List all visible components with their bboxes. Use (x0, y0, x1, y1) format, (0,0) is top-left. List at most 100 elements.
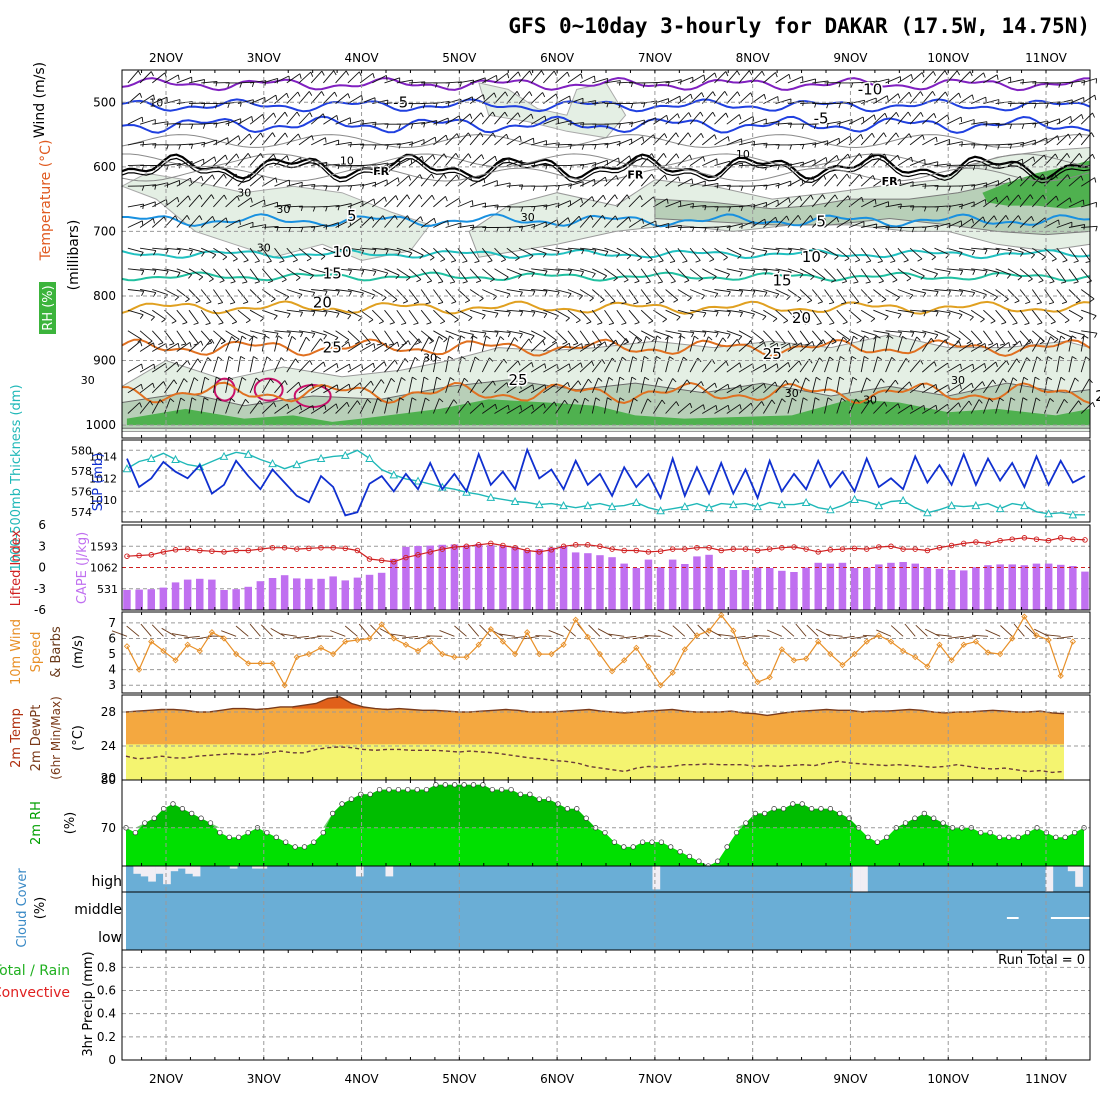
wind-barb-flag (161, 318, 166, 323)
wind-barb-flag (275, 177, 278, 183)
wind-barb-flag (468, 153, 472, 159)
wind-barb-flag (1092, 315, 1097, 320)
li-point (475, 542, 482, 548)
wind-barb-flag (661, 399, 666, 405)
chart-title: GFS 0~10day 3-hourly for DAKAR (17.5W, 1… (508, 14, 1090, 38)
cape-bar (511, 546, 519, 610)
wind-barb-flag (284, 380, 288, 386)
wind-barb-flag (716, 206, 719, 212)
wind-barb-flag (320, 338, 324, 343)
wind-barb (616, 138, 632, 146)
wind-barb-flag (504, 276, 509, 281)
wind-barb (310, 70, 323, 84)
cape-bar (632, 568, 641, 610)
wind-barb-flag (777, 96, 779, 102)
cape-bar (693, 556, 701, 610)
wind-barb (983, 268, 1000, 273)
wind-barb (616, 194, 628, 208)
wind-barb (176, 160, 193, 167)
wind-barb (885, 268, 898, 281)
wind-barb-flag (474, 356, 480, 361)
wind-barb-flag (689, 314, 694, 319)
wind-barb (274, 357, 282, 373)
wind-barb (445, 98, 462, 105)
wind-barb (420, 247, 435, 258)
wind-barb (641, 117, 656, 125)
wind-barb (775, 362, 789, 373)
wind-barb (152, 268, 169, 272)
wind-barb-flag (822, 215, 827, 221)
wind-barb (860, 247, 872, 262)
wind-barb (958, 71, 971, 84)
wind-barb-flag (580, 271, 584, 277)
wind-barb-flag (839, 376, 845, 380)
wind-barb-flag (828, 302, 835, 305)
wind10-speed-point (536, 650, 543, 658)
wind-barb (702, 268, 717, 277)
wind-barb-flag (829, 322, 835, 325)
wind-barb (714, 225, 731, 228)
wind-barb (579, 75, 595, 84)
rh2m-point (292, 844, 298, 850)
wind-barb (213, 268, 225, 281)
top-date-label: 6NOV (540, 51, 575, 65)
wind-barb-flag (759, 340, 765, 344)
wind-barb-flag (801, 123, 805, 129)
cape-axis-label: CAPE (J/kg) (75, 532, 90, 604)
wind-barb-flag (1049, 398, 1054, 402)
wind-barb-flag (373, 271, 377, 276)
wind-barb-flag (266, 356, 272, 361)
wind-barb (249, 335, 254, 352)
wind-barb (640, 268, 651, 283)
wind-barb (482, 204, 499, 208)
wind-barb-flag (700, 133, 704, 138)
wind-barb (983, 99, 1000, 105)
wind-barb (262, 225, 279, 228)
wind-barb (506, 337, 515, 352)
wind-barb (750, 330, 765, 342)
cape-bar (668, 559, 677, 610)
wind-barb-flag (860, 134, 864, 140)
wind-barb (677, 76, 693, 84)
wind10-speed-point (208, 629, 216, 636)
wind-barb-flag (1012, 322, 1018, 325)
wind-barb (726, 384, 741, 394)
wind-barb-flag (370, 380, 374, 386)
wind-barb-flag (594, 75, 596, 82)
wind-barb-flag (187, 360, 191, 366)
wind-barb-flag (1008, 250, 1012, 256)
wind-barb (726, 268, 743, 273)
wind-barb (298, 247, 312, 259)
wind-barb (995, 247, 1012, 252)
wind-barb (188, 215, 200, 228)
wind-barb-flag (299, 311, 304, 317)
li-point (621, 547, 627, 554)
wind-barb (494, 157, 509, 166)
wind-barb (567, 215, 580, 228)
wind-barb (653, 114, 667, 125)
wind-barb-flag (626, 255, 632, 260)
wind-barb-flag (1004, 298, 1009, 303)
wind-barb-flag (1009, 178, 1011, 184)
wind10-speed-point (863, 638, 870, 645)
wind10-speed-point (948, 657, 955, 664)
wind-barb (1056, 309, 1070, 321)
wind-barb (751, 201, 767, 208)
wind-barb-flag (959, 384, 962, 390)
wind-barb (298, 405, 314, 414)
cloud-high-gap (385, 866, 394, 877)
wind-barb (1081, 330, 1098, 334)
wind-barb (665, 247, 676, 262)
wind-barb (445, 247, 457, 261)
wind-barb-flag (972, 250, 976, 256)
wind-barb (763, 381, 776, 394)
wind-barb (1044, 219, 1059, 228)
wind-barb (1032, 154, 1045, 166)
wind-barb (212, 377, 217, 393)
wind-barb (836, 309, 848, 323)
wind-barb-flag (180, 343, 187, 346)
wind-barb-flag (697, 357, 702, 363)
wind-barb-flag (1035, 397, 1041, 402)
wind-barb-flag (260, 153, 264, 159)
wind-barb-flag (702, 156, 706, 162)
